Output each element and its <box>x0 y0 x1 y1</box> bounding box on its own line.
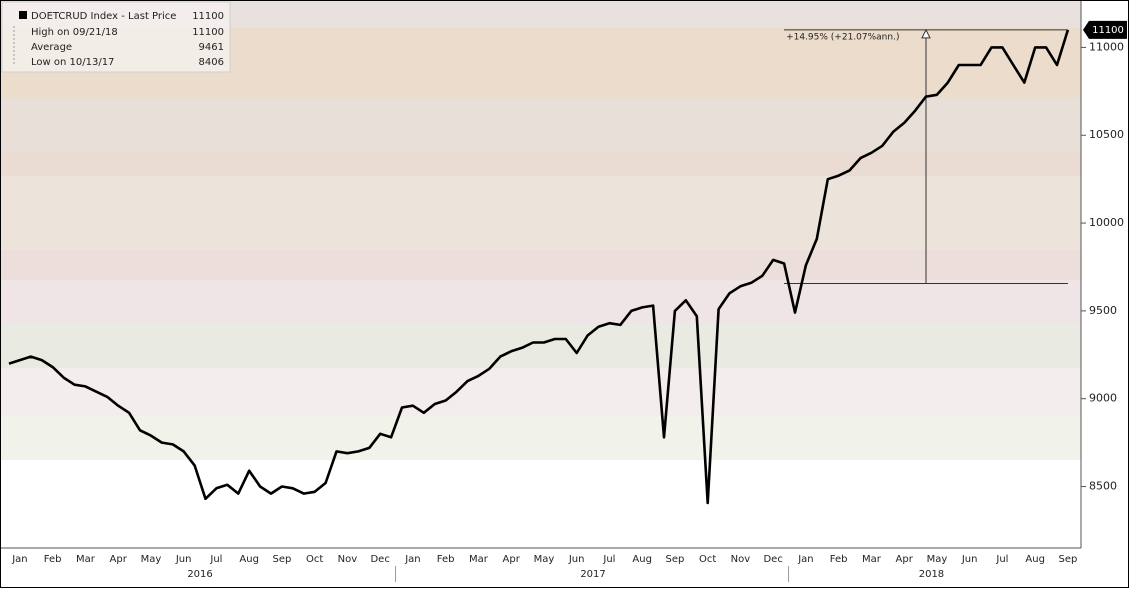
x-tick-label: Jul <box>209 554 222 565</box>
legend-value: 11100 <box>192 11 224 22</box>
x-tick-label: Apr <box>110 554 128 565</box>
x-tick-label: Sep <box>665 554 684 565</box>
legend-label: Low on 10/13/17 <box>31 57 114 68</box>
y-tick-label: 8500 <box>1089 480 1117 493</box>
x-tick-label: Mar <box>76 554 96 565</box>
x-tick-label: Feb <box>437 554 455 565</box>
y-tick-label: 9500 <box>1089 304 1117 317</box>
x-tick-label: Apr <box>503 554 521 565</box>
legend-label: High on 09/21/18 <box>31 27 118 38</box>
x-tick-label: Jan <box>11 554 27 565</box>
legend-value: 8406 <box>199 57 224 68</box>
y-tick-label: 10000 <box>1089 216 1124 229</box>
x-tick-label: Jun <box>961 554 978 565</box>
legend-label: Average <box>31 42 72 53</box>
y-tick-label: 11000 <box>1089 40 1124 53</box>
last-price-tag: 11100 <box>1092 25 1124 36</box>
x-tick-label: May <box>534 554 555 565</box>
x-tick-label: Jun <box>175 554 192 565</box>
x-tick-label: Feb <box>830 554 848 565</box>
x-tick-label: Nov <box>731 554 751 565</box>
legend-value: 9461 <box>199 42 224 53</box>
x-tick-label: Jul <box>602 554 615 565</box>
x-tick-label: Dec <box>763 554 782 565</box>
measure-label: +14.95% (+21.07%ann.) <box>786 32 899 42</box>
x-tick-label: Sep <box>272 554 291 565</box>
x-tick-label: Feb <box>44 554 62 565</box>
y-tick-label: 9000 <box>1089 392 1117 405</box>
x-tick-label: May <box>927 554 948 565</box>
legend-label: DOETCRUD Index - Last Price <box>31 11 176 22</box>
x-tick-label: Nov <box>338 554 358 565</box>
legend-value: 11100 <box>192 27 224 38</box>
x-tick-label: Sep <box>1058 554 1077 565</box>
y-tick-label: 10500 <box>1089 128 1124 141</box>
x-tick-label: Dec <box>370 554 389 565</box>
x-tick-label: Oct <box>699 554 716 565</box>
x-tick-label: Oct <box>306 554 323 565</box>
last-price-tag-bg <box>1083 20 1127 39</box>
x-tick-label: Mar <box>862 554 882 565</box>
year-label: 2016 <box>187 569 212 580</box>
measure-arrowhead <box>921 28 931 39</box>
x-tick-label: Mar <box>469 554 489 565</box>
x-tick-label: Jan <box>797 554 813 565</box>
x-tick-label: Aug <box>239 554 259 565</box>
year-label: 2018 <box>919 569 944 580</box>
x-tick-label: Aug <box>1025 554 1045 565</box>
x-tick-label: Aug <box>632 554 652 565</box>
x-tick-label: Apr <box>896 554 914 565</box>
year-label: 2017 <box>580 569 605 580</box>
background-bands <box>0 0 1081 460</box>
x-tick-label: Jul <box>995 554 1008 565</box>
x-tick-label: May <box>141 554 162 565</box>
legend: DOETCRUD Index - Last Price 11100 High o… <box>1 1 231 73</box>
x-tick-label: Jan <box>404 554 420 565</box>
x-tick-label: Jun <box>568 554 585 565</box>
price-line <box>8 29 1070 505</box>
